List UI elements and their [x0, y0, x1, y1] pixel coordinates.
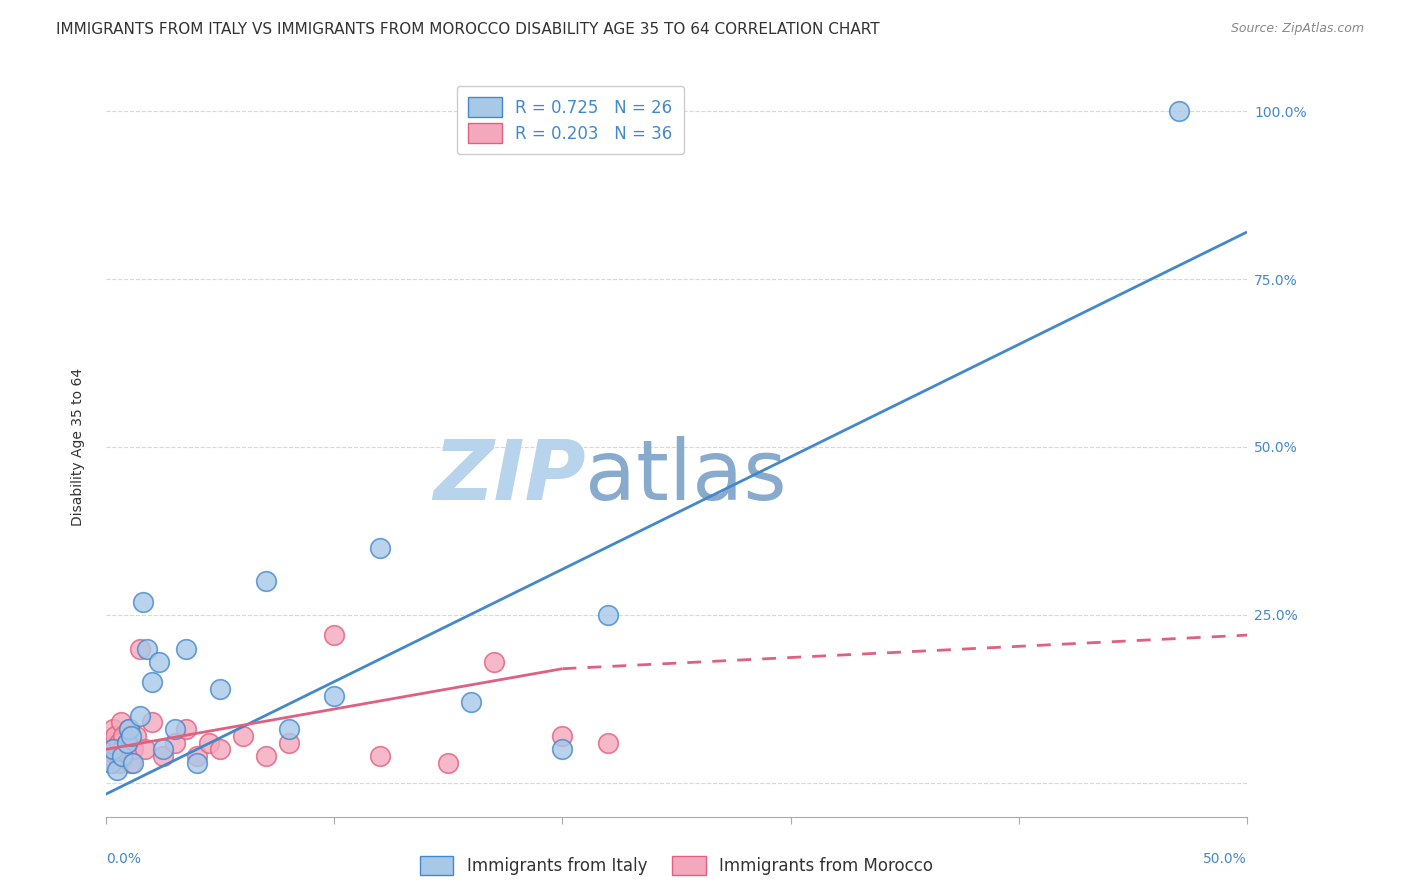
Point: [254, 574, 277, 589]
Point: [152, 749, 174, 764]
Point: [118, 722, 141, 736]
Point: [103, 742, 125, 756]
Point: [254, 749, 277, 764]
Text: IMMIGRANTS FROM ITALY VS IMMIGRANTS FROM MOROCCO DISABILITY AGE 35 TO 64 CORRELA: IMMIGRANTS FROM ITALY VS IMMIGRANTS FROM…: [56, 22, 880, 37]
Point: [131, 594, 153, 608]
Point: [111, 742, 134, 756]
Point: [209, 681, 232, 696]
Point: [368, 749, 391, 764]
Point: [112, 749, 135, 764]
Point: [482, 655, 505, 669]
Text: 50.0%: 50.0%: [1204, 852, 1247, 866]
Point: [277, 722, 299, 736]
Point: [101, 756, 124, 770]
Point: [141, 715, 163, 730]
Point: [97, 749, 120, 764]
Point: [118, 722, 141, 736]
Point: [163, 736, 186, 750]
Point: [108, 756, 131, 770]
Point: [120, 756, 142, 770]
Text: ZIP: ZIP: [433, 436, 585, 517]
Point: [101, 722, 124, 736]
Point: [110, 715, 132, 730]
Point: [122, 756, 145, 770]
Point: [163, 722, 186, 736]
Point: [148, 655, 170, 669]
Point: [107, 736, 129, 750]
Point: [115, 736, 138, 750]
Point: [323, 628, 346, 642]
Point: [551, 742, 574, 756]
Point: [129, 708, 152, 723]
Point: [174, 641, 197, 656]
Point: [115, 736, 138, 750]
Point: [460, 695, 482, 709]
Point: [122, 742, 145, 756]
Point: [186, 756, 208, 770]
Text: Source: ZipAtlas.com: Source: ZipAtlas.com: [1230, 22, 1364, 36]
Point: [437, 756, 460, 770]
Y-axis label: Disability Age 35 to 64: Disability Age 35 to 64: [72, 368, 86, 526]
Point: [129, 641, 152, 656]
Point: [598, 607, 620, 622]
Point: [152, 742, 174, 756]
Point: [174, 722, 197, 736]
Point: [100, 756, 122, 770]
Text: 0.0%: 0.0%: [105, 852, 141, 866]
Point: [277, 736, 299, 750]
Point: [598, 736, 620, 750]
Point: [141, 675, 163, 690]
Point: [111, 749, 134, 764]
Text: atlas: atlas: [585, 436, 787, 517]
Point: [1167, 103, 1189, 118]
Legend: Immigrants from Italy, Immigrants from Morocco: Immigrants from Italy, Immigrants from M…: [413, 849, 939, 882]
Point: [125, 729, 148, 743]
Point: [136, 641, 159, 656]
Point: [104, 729, 127, 743]
Point: [107, 749, 129, 764]
Point: [323, 689, 346, 703]
Point: [120, 729, 142, 743]
Point: [186, 749, 208, 764]
Point: [551, 729, 574, 743]
Point: [134, 742, 156, 756]
Point: [368, 541, 391, 555]
Point: [197, 736, 219, 750]
Point: [209, 742, 232, 756]
Point: [101, 742, 124, 756]
Point: [112, 729, 135, 743]
Point: [107, 763, 129, 777]
Point: [232, 729, 254, 743]
Point: [100, 736, 122, 750]
